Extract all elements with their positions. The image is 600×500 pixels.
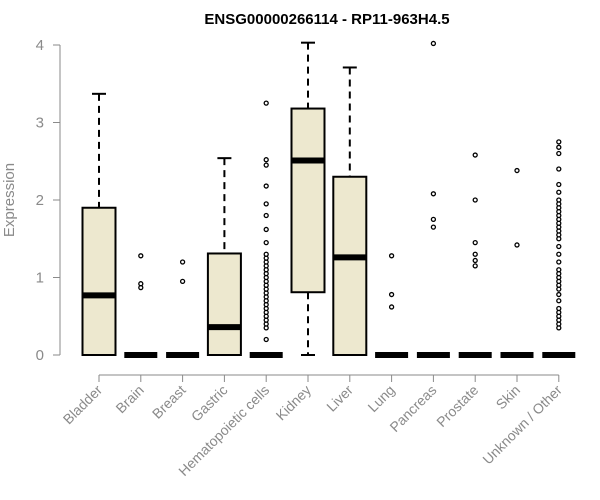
- outlier-point: [263, 239, 269, 246]
- x-tick-label: Prostate: [433, 382, 481, 430]
- x-tick-label: Bladder: [60, 382, 106, 428]
- box-hematopoietic-cells: [249, 100, 283, 358]
- outlier-point: [556, 291, 562, 298]
- box-unknown-other: [542, 139, 576, 358]
- outlier-point: [430, 40, 437, 47]
- outlier-point: [138, 253, 144, 259]
- outlier-point: [179, 278, 186, 285]
- box-brain: [124, 253, 158, 358]
- box-kidney: [290, 41, 326, 356]
- outlier-point: [556, 139, 562, 145]
- outlier-point: [556, 189, 562, 195]
- box-iqr: [332, 175, 368, 356]
- outlier-point: [388, 291, 395, 298]
- outlier-point: [556, 144, 562, 150]
- outlier-point: [263, 157, 269, 163]
- box-pancreas: [416, 40, 450, 358]
- outlier-point: [388, 304, 395, 310]
- box-iqr: [206, 252, 242, 357]
- x-tick-label: Kidney: [273, 382, 315, 424]
- box-prostate: [458, 152, 492, 358]
- outlier-point: [472, 263, 478, 269]
- outlier-point: [263, 251, 269, 257]
- outlier-point: [556, 197, 562, 203]
- y-tick-label: 4: [36, 37, 44, 54]
- y-axis-label: Expression: [1, 163, 18, 237]
- box-bladder: [81, 92, 117, 356]
- outlier-point: [556, 181, 562, 188]
- outlier-point: [556, 243, 562, 250]
- outlier-point: [556, 166, 562, 172]
- outlier-point: [138, 281, 144, 287]
- x-tick-label: Lung: [364, 382, 397, 415]
- x-tick-label: Breast: [149, 382, 189, 422]
- outlier-point: [263, 183, 269, 189]
- outlier-point: [556, 267, 562, 273]
- box-lung: [375, 253, 409, 358]
- outlier-point: [514, 167, 520, 174]
- outlier-point: [514, 242, 520, 248]
- y-axis: 0 1 2 3 4: [36, 37, 61, 364]
- outlier-point: [263, 100, 269, 106]
- outlier-point: [472, 239, 478, 246]
- y-tick-label: 2: [36, 192, 44, 209]
- outlier-point: [556, 259, 562, 265]
- box-liver: [332, 66, 368, 356]
- x-tick-label: Liver: [323, 382, 356, 415]
- outlier-point: [263, 201, 269, 207]
- box-group: [81, 40, 576, 358]
- box-gastric: [206, 157, 242, 357]
- outlier-point: [263, 212, 269, 219]
- box-skin: [500, 167, 534, 358]
- outlier-point: [430, 216, 437, 223]
- outlier-point: [556, 251, 562, 257]
- chart-title: ENSG00000266114 - RP11-963H4.5: [204, 11, 449, 28]
- outlier-point: [388, 253, 395, 259]
- outlier-point: [179, 259, 186, 265]
- outlier-point: [472, 251, 478, 257]
- outlier-point: [430, 224, 437, 230]
- outlier-point: [263, 162, 269, 168]
- outlier-point: [556, 298, 562, 304]
- outlier-point: [430, 191, 437, 197]
- box-breast: [166, 259, 200, 358]
- box-iqr: [290, 107, 326, 294]
- outlier-point: [472, 152, 478, 158]
- outlier-point: [263, 336, 269, 343]
- y-tick-label: 1: [36, 270, 44, 287]
- y-tick-label: 0: [36, 347, 44, 364]
- outlier-point: [472, 257, 478, 264]
- x-tick-label: Skin: [493, 382, 524, 413]
- outlier-point: [263, 226, 269, 233]
- outlier-point: [472, 197, 478, 203]
- outlier-point: [556, 150, 562, 157]
- y-tick-label: 3: [36, 115, 44, 132]
- x-tick-label: Unknown / Other: [479, 382, 565, 468]
- box-iqr: [81, 206, 117, 356]
- outlier-point: [556, 305, 562, 312]
- x-tick-label: Brain: [112, 382, 146, 416]
